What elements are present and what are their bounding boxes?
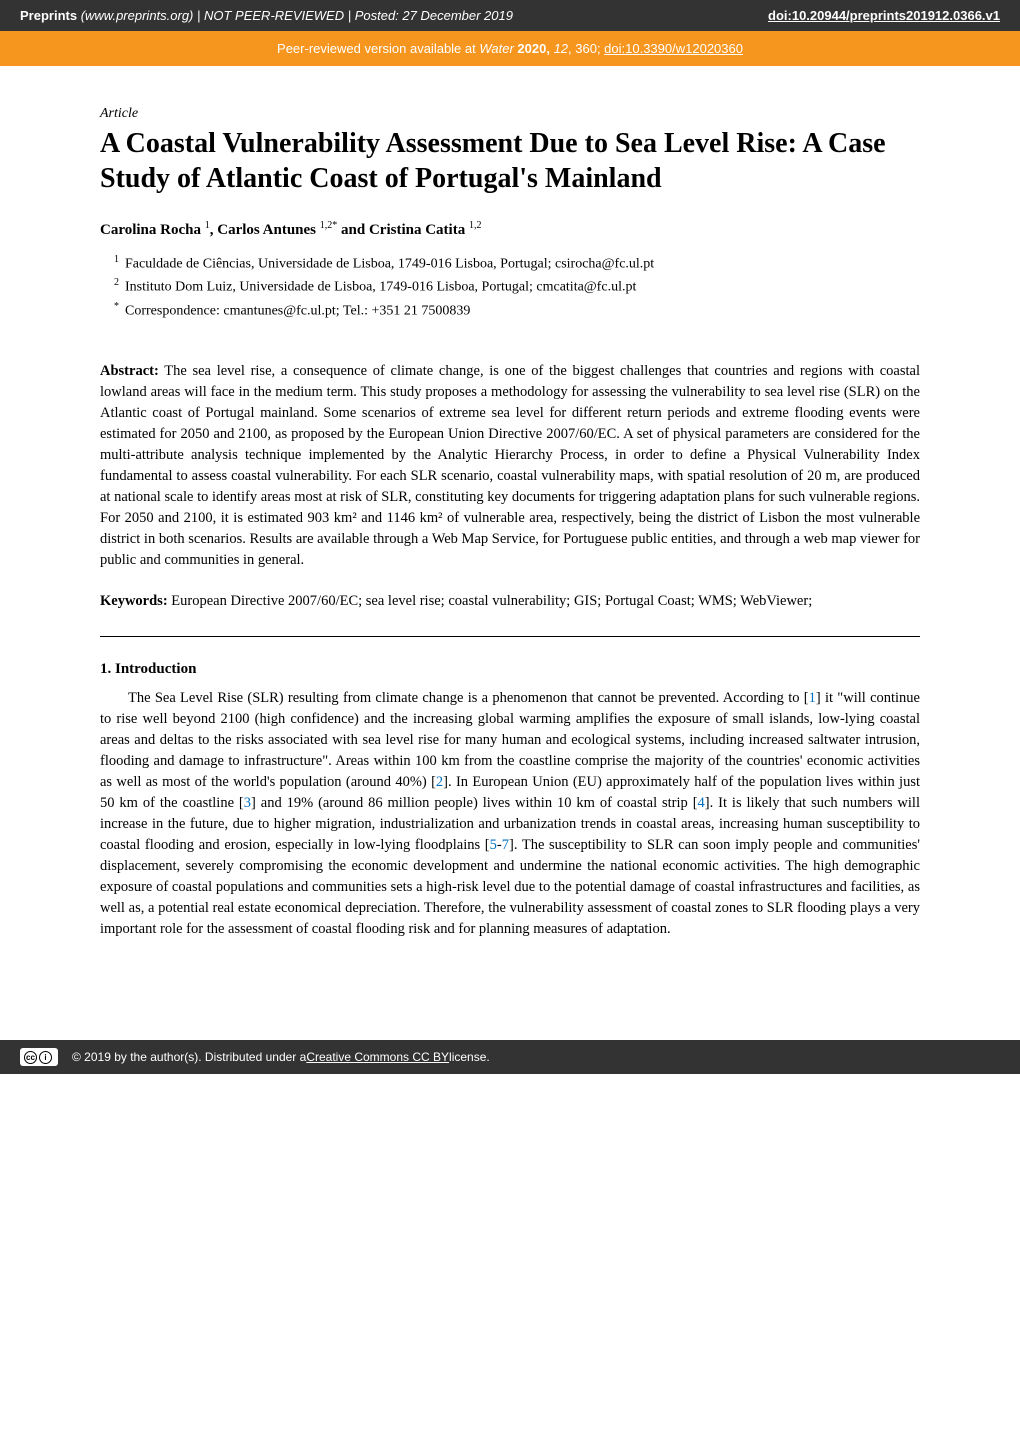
citation-ref[interactable]: 1 bbox=[809, 690, 816, 706]
cc-by-badge-icon: cc i bbox=[20, 1048, 58, 1066]
license-footer-bar: cc i © 2019 by the author(s). Distribute… bbox=[0, 1040, 1020, 1074]
author-list: Carolina Rocha 1, Carlos Antunes 1,2* an… bbox=[100, 220, 920, 239]
preprint-header-bar: Preprints (www.preprints.org) | NOT PEER… bbox=[0, 0, 1020, 31]
keywords-label: Keywords: bbox=[100, 593, 168, 609]
notice-prefix: Peer-reviewed version available at bbox=[277, 41, 479, 56]
cc-icon: cc bbox=[24, 1051, 37, 1064]
copyright-text: © 2019 by the author(s). Distributed und… bbox=[72, 1050, 306, 1064]
published-doi[interactable]: doi:10.3390/w12020360 bbox=[604, 41, 743, 56]
article-type-label: Article bbox=[100, 106, 920, 122]
affiliation-list: 1Faculdade de Ciências, Universidade de … bbox=[100, 253, 920, 321]
article-title: A Coastal Vulnerability Assessment Due t… bbox=[100, 126, 920, 196]
keywords-text: European Directive 2007/60/EC; sea level… bbox=[168, 593, 813, 609]
site-name: Preprints bbox=[20, 8, 77, 23]
abstract-label: Abstract: bbox=[100, 363, 159, 379]
abstract-text: The sea level rise, a consequence of cli… bbox=[100, 363, 920, 568]
license-link[interactable]: Creative Commons CC BY bbox=[306, 1050, 449, 1064]
section-heading-intro: 1. Introduction bbox=[100, 661, 920, 678]
citation-ref[interactable]: 4 bbox=[698, 795, 705, 811]
citation-ref[interactable]: 5 bbox=[490, 837, 497, 853]
journal-pages: , 360; bbox=[568, 41, 604, 56]
journal-year-vol: 2020, bbox=[514, 41, 554, 56]
keywords-block: Keywords: European Directive 2007/60/EC;… bbox=[100, 591, 920, 612]
journal-name: Water bbox=[479, 41, 513, 56]
license-suffix: license. bbox=[449, 1050, 490, 1064]
citation-ref[interactable]: 3 bbox=[244, 795, 251, 811]
intro-paragraph: The Sea Level Rise (SLR) resulting from … bbox=[100, 688, 920, 940]
by-icon: i bbox=[39, 1051, 52, 1064]
article-body: Article A Coastal Vulnerability Assessme… bbox=[0, 66, 1020, 980]
affiliation-item: 2Instituto Dom Luiz, Universidade de Lis… bbox=[114, 276, 920, 297]
preprint-doi[interactable]: doi:10.20944/preprints201912.0366.v1 bbox=[768, 8, 1000, 23]
journal-issue: 12 bbox=[554, 41, 568, 56]
peer-review-notice-bar: Peer-reviewed version available at Water… bbox=[0, 31, 1020, 66]
citation-ref[interactable]: 2 bbox=[436, 774, 443, 790]
citation-ref[interactable]: 7 bbox=[502, 837, 509, 853]
abstract-block: Abstract: The sea level rise, a conseque… bbox=[100, 361, 920, 571]
affiliation-item: *Correspondence: cmantunes@fc.ul.pt; Tel… bbox=[114, 300, 920, 321]
preprint-site-info: Preprints (www.preprints.org) | NOT PEER… bbox=[20, 8, 513, 23]
section-divider bbox=[100, 636, 920, 637]
affiliation-item: 1Faculdade de Ciências, Universidade de … bbox=[114, 253, 920, 274]
site-meta: (www.preprints.org) | NOT PEER-REVIEWED … bbox=[77, 8, 513, 23]
